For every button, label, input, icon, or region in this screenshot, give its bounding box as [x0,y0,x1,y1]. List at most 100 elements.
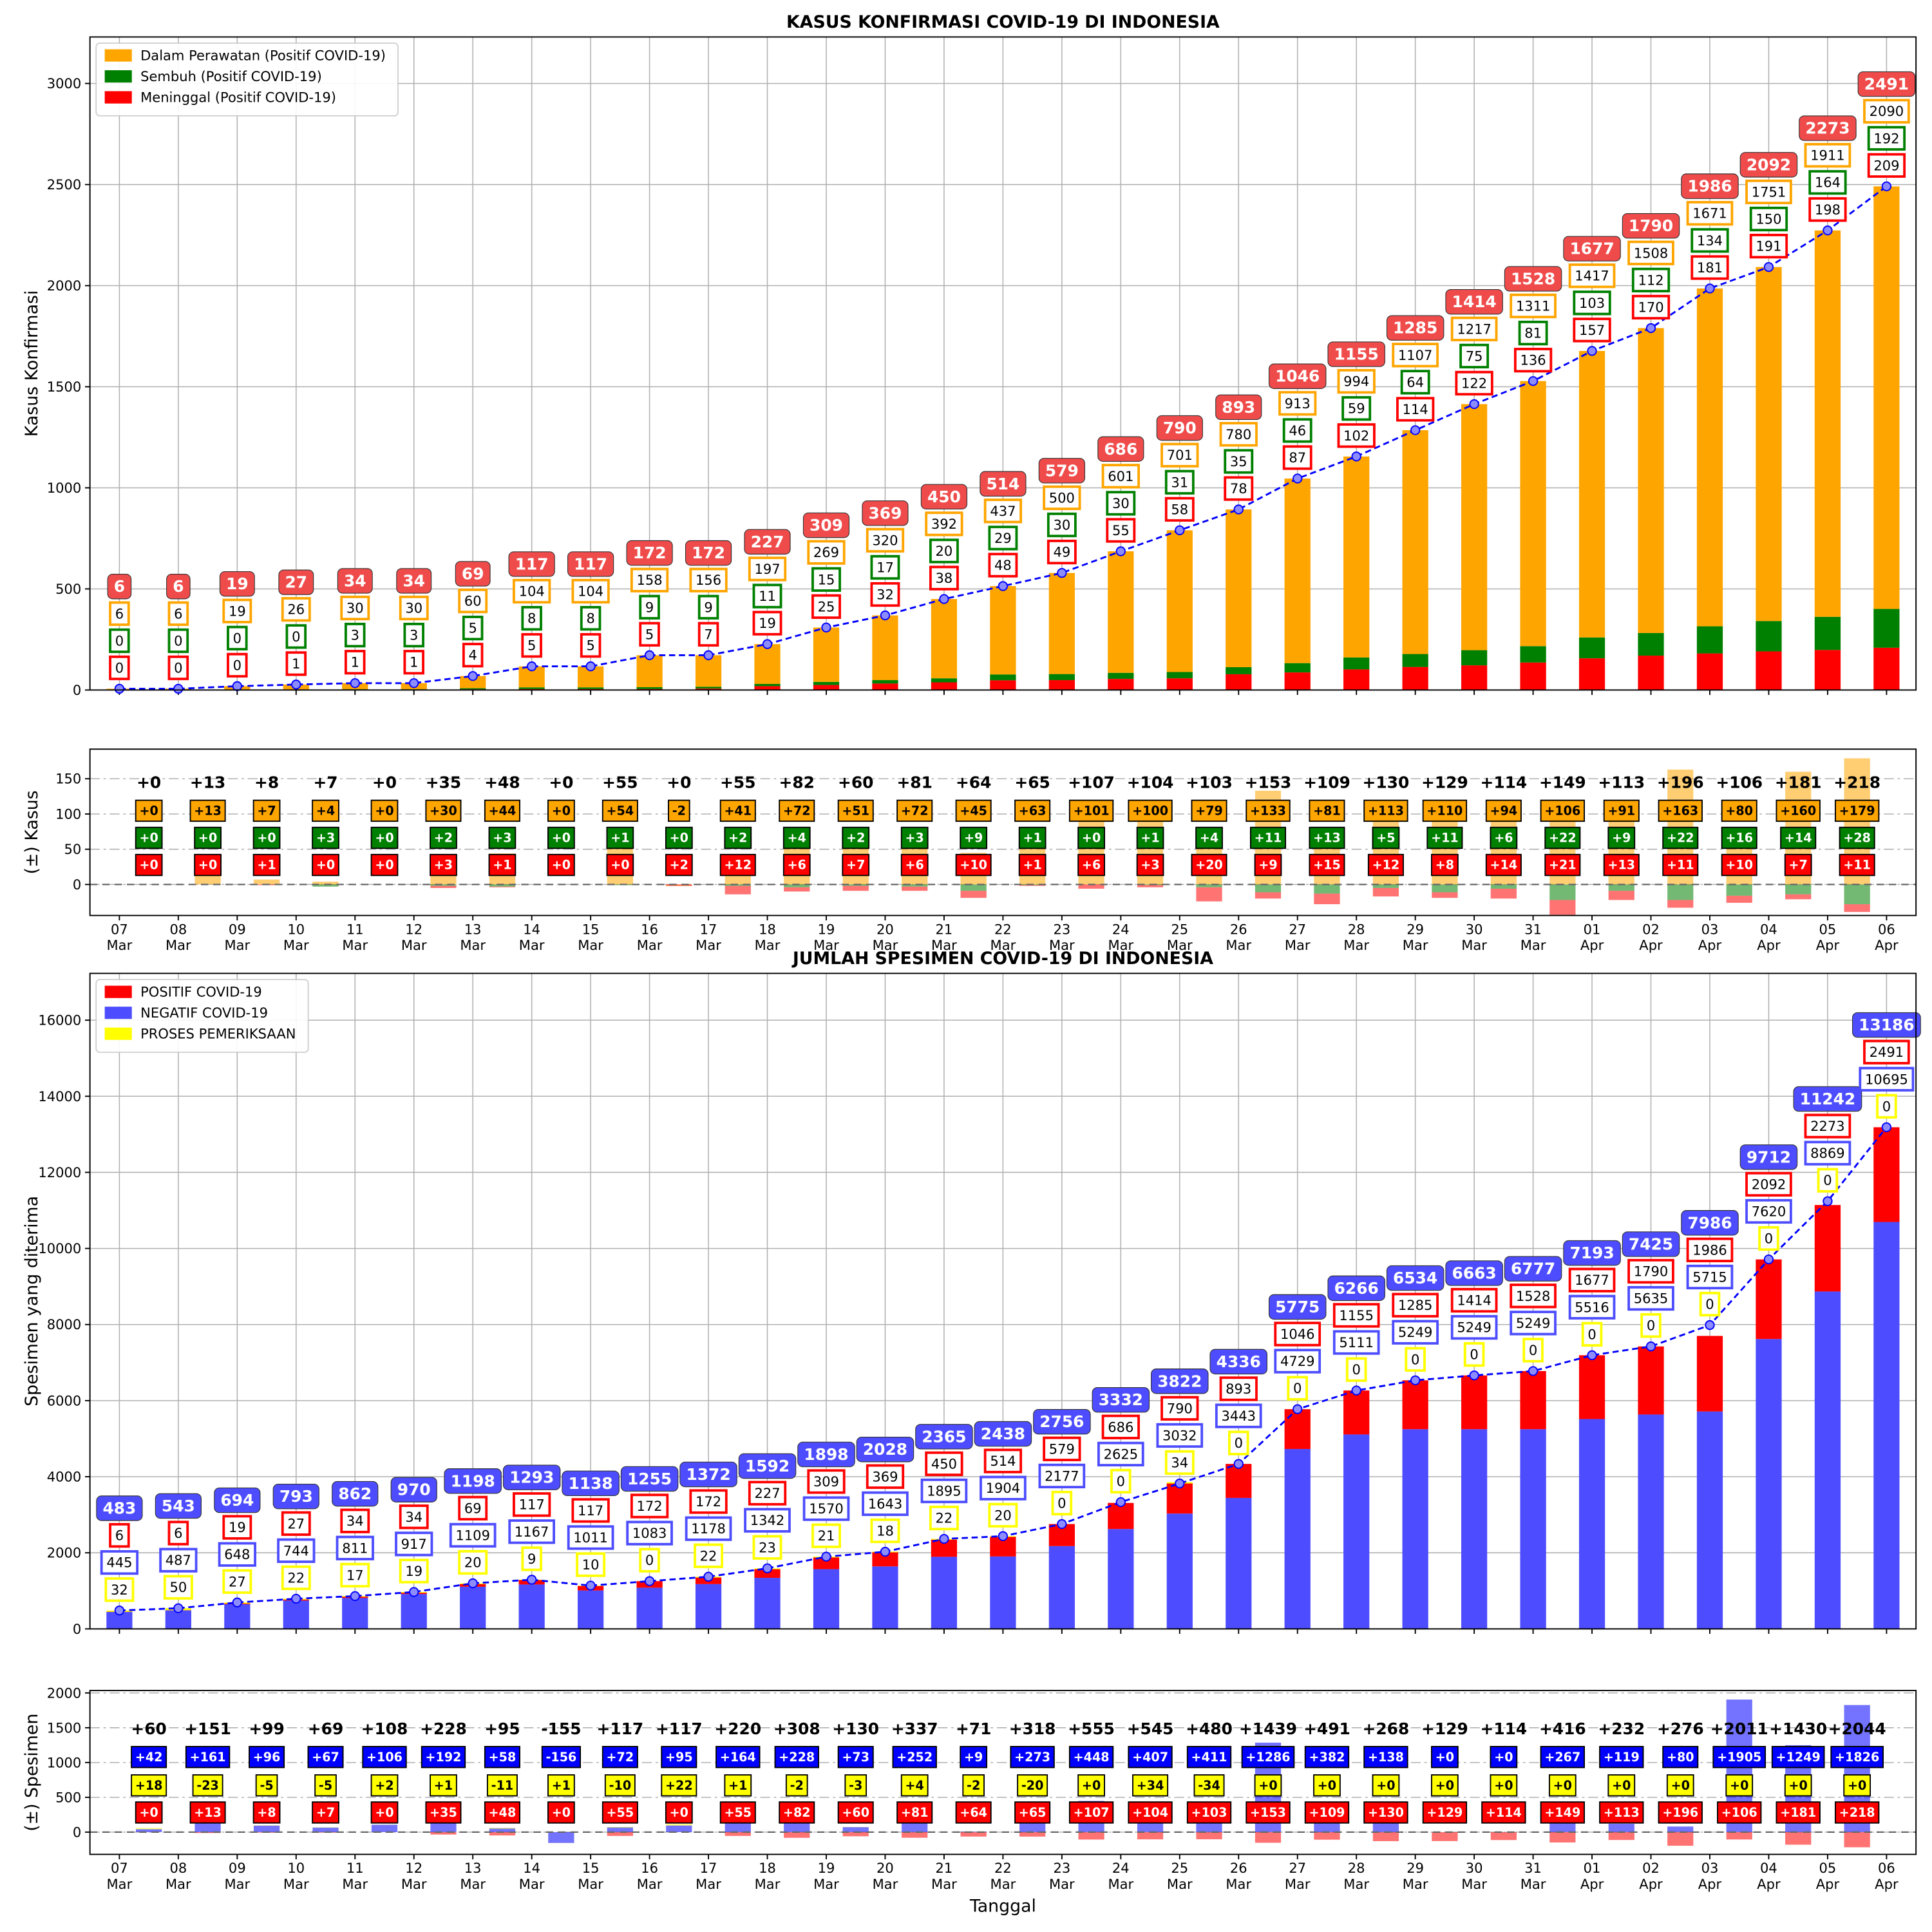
data-label: 11242 [1800,1090,1856,1108]
data-label: +3 [316,831,335,846]
y-tick-label: 12000 [38,1164,81,1180]
label-box [1662,853,1699,876]
bar [1578,1355,1605,1419]
label-box [1215,394,1262,420]
data-label: +133 [1250,803,1286,818]
bar [1461,665,1488,690]
bar [784,887,810,892]
total-marker [1351,1385,1361,1396]
x-tick-label: 02 Apr [1639,922,1663,954]
label-box [1017,1774,1048,1797]
data-label: +153 [1250,1805,1286,1820]
legend-box [95,979,309,1053]
x-tick-label: 03 Apr [1698,922,1722,954]
bar [1402,667,1428,690]
bar [1372,887,1399,897]
label-box [1191,799,1227,822]
bar [1814,650,1841,690]
label-box [719,1801,756,1824]
legend-label: Sembuh (Positif COVID-19) [140,68,322,84]
data-label: +13 [1607,858,1635,873]
data-label: +64 [960,1805,987,1820]
x-tick-label: 20 Mar [872,922,898,954]
data-label: 0 [645,1552,654,1568]
label-box [1603,799,1640,822]
label-box [1485,853,1522,876]
data-label: +5 [1376,831,1395,846]
bar [1490,888,1517,899]
bar [931,682,958,690]
label-box [900,826,929,849]
bar [666,884,692,886]
x-tick-label: 08 Mar [165,922,191,954]
label-box [1164,469,1195,495]
data-label: 5249 [1398,1324,1433,1340]
data-label: 164 [1815,175,1841,191]
bar [695,1584,722,1629]
data-label: 20 [464,1555,482,1571]
label-box [811,594,841,620]
label-box [785,1774,808,1797]
data-label: +80 [1667,1750,1694,1765]
total-label: +109 [1303,773,1350,791]
label-box [1274,1349,1321,1374]
data-label: 500 [1049,489,1075,506]
bar [1608,891,1634,900]
label-box [862,500,909,526]
label-box [665,853,693,876]
label-box [1784,853,1812,876]
data-label: 1911 [1810,147,1845,164]
total-label: +95 [484,1719,520,1738]
bar [1726,895,1752,903]
label-box [697,621,719,647]
total-marker [1410,1375,1421,1385]
data-label: -20 [1021,1778,1044,1793]
data-label: 1643 [868,1495,903,1511]
data-label: 4 [469,647,477,663]
bar [1343,456,1370,658]
data-label: 2090 [1870,103,1904,119]
data-label: 158 [637,572,663,588]
bar [872,683,898,690]
total-marker [1823,225,1833,236]
data-label: 9 [704,599,712,615]
label-box [1241,1746,1295,1768]
total-marker [409,678,419,688]
x-tick-label: 23 Mar [1048,1861,1075,1893]
data-label: 5 [586,638,594,654]
x-tick-label: 25 Mar [1166,922,1193,954]
data-label: 0 [233,657,242,673]
data-label: 5775 [1275,1298,1320,1316]
data-label: 543 [162,1497,195,1515]
label-box [983,1448,1023,1473]
bar [1696,626,1723,654]
bar [1048,674,1075,681]
data-label: 0 [1293,1380,1302,1396]
data-label: 1417 [1575,268,1609,284]
label-box [135,1801,163,1824]
legend-label: PROSES PEMERIKSAAN [140,1026,296,1042]
data-label: +14 [1785,831,1812,846]
total-label: +103 [1186,773,1233,791]
data-label: +181 [1780,1805,1816,1820]
label-box [1309,799,1345,822]
data-label: 172 [696,1493,721,1510]
label-box [685,540,732,566]
data-label: +95 [665,1750,693,1765]
bar [489,884,516,887]
bar [990,674,1016,681]
bar [724,1832,751,1836]
data-label: 172 [692,544,725,562]
bar [666,1825,692,1832]
y-tick-label: 1500 [47,379,82,395]
label-box [513,578,551,604]
data-label: 1904 [986,1480,1021,1496]
label-box [163,1575,193,1600]
label-box [639,594,660,620]
data-label: 7193 [1569,1244,1614,1262]
total-marker [880,610,891,621]
x-tick-label: 23 Mar [1048,922,1075,954]
label-box [332,1481,379,1507]
y-axis-title: Spesimen yang diterima [22,1196,42,1406]
data-label: 1898 [804,1445,848,1464]
